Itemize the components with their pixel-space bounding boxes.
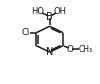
Text: CH₃: CH₃ (79, 45, 93, 54)
Text: N: N (46, 47, 53, 57)
Text: OH: OH (54, 7, 67, 16)
Text: B: B (46, 12, 53, 22)
Text: HO: HO (31, 7, 44, 16)
Text: Cl: Cl (21, 28, 30, 37)
Text: O: O (67, 45, 74, 54)
